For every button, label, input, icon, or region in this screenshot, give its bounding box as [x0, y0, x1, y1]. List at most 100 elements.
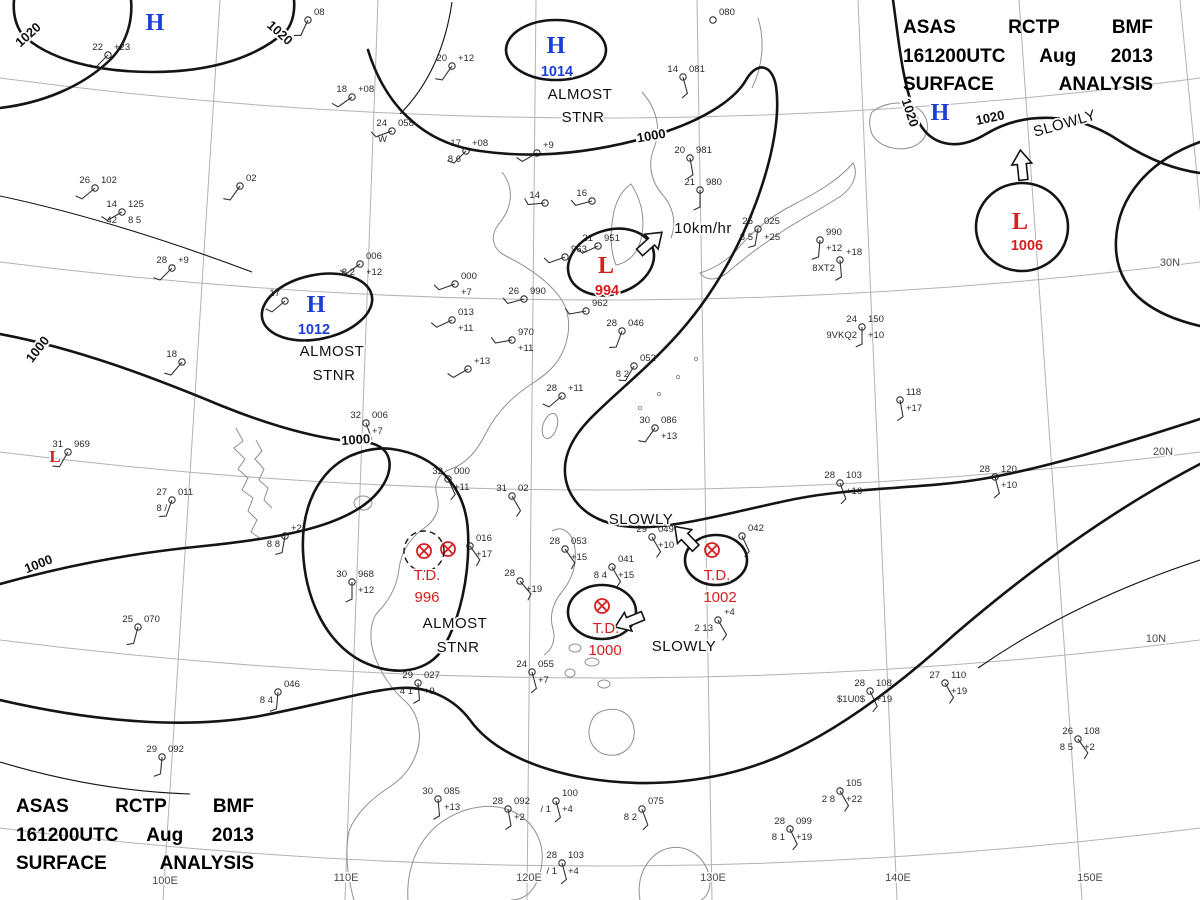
wind-barb	[993, 476, 1001, 499]
station-value: +12	[358, 585, 374, 596]
wind-barb	[638, 427, 656, 443]
wind-barb	[153, 756, 163, 777]
station-value: +18	[846, 247, 862, 258]
wind-barb	[693, 190, 701, 211]
station-value: 30	[336, 569, 347, 580]
station-plot: 28 108 $1U0$ +19	[837, 678, 892, 713]
coastline-ryukyu	[656, 391, 662, 397]
station-plot: 28 +9	[153, 255, 189, 281]
station-value: 8 5	[740, 232, 753, 243]
station-value: 962	[592, 298, 608, 309]
station-value: 4 1	[400, 686, 413, 697]
coastline-taiwan	[541, 412, 559, 440]
coastline-ne-asia	[641, 91, 675, 239]
isobar-high-1012	[260, 272, 374, 342]
station-value: +12	[826, 243, 842, 254]
station-value: 990	[826, 227, 842, 238]
station-plot: 22 +23	[89, 42, 130, 68]
station-plot: 29 049 +10	[636, 524, 674, 558]
title-block-bottom-left: ASAS RCTP BMF 161200UTC Aug 2013 SURFACE…	[16, 793, 254, 879]
annotation-text: ALMOST	[423, 615, 488, 632]
station-plot: 28 103 / 1 +4	[546, 850, 584, 885]
coastline-ph-island	[597, 679, 611, 689]
station-value: 22	[92, 42, 103, 53]
wind-barb	[265, 300, 286, 313]
td-label: T.D.	[704, 567, 731, 584]
station-value: +9	[178, 255, 189, 266]
station-value: 092	[514, 796, 530, 807]
station-plot: 08	[293, 7, 325, 36]
annotation-text: ALMOST	[548, 86, 613, 103]
station-value: 28	[504, 568, 515, 579]
pressure-center-value: 994	[595, 283, 619, 299]
station-value: 8 5	[1060, 742, 1073, 753]
tropical-depression-icon	[594, 598, 610, 614]
wind-barb	[576, 245, 599, 254]
station-plot: 20 981	[674, 145, 712, 180]
annotation-text: 10km/hr	[674, 220, 732, 237]
station-value: +7	[538, 675, 549, 686]
wind-barb	[811, 239, 821, 260]
station-value: 18	[166, 349, 177, 360]
chart-id: ASAS RCTP BMF	[16, 796, 254, 817]
station-value: 102	[101, 175, 117, 186]
station-plot: 105 2 8 +22	[822, 778, 862, 812]
station-value: 058	[398, 118, 414, 129]
wind-barb	[370, 130, 393, 138]
movement-arrow-td1000	[613, 610, 646, 633]
station-value: 052	[640, 353, 656, 364]
station-value: +19	[876, 694, 892, 705]
wind-barb	[789, 828, 798, 851]
isobar-td1002-closed	[683, 533, 749, 587]
annotation-text: STNR	[562, 109, 605, 126]
coastline-sakhalin	[751, 17, 763, 89]
station-plot: 013+11	[430, 307, 474, 334]
station-value: +23	[114, 42, 130, 53]
wind-barb	[447, 150, 467, 164]
station-value: +4	[724, 607, 735, 618]
station-value: 2 13	[695, 623, 714, 634]
station-value: 28	[492, 796, 503, 807]
pressure-center-letter: L	[1012, 209, 1028, 235]
station-value: +21	[291, 523, 307, 534]
lon-label: 150E	[1077, 872, 1103, 884]
annotation-text: SLOWLY	[1031, 107, 1098, 141]
station-value: 103	[568, 850, 584, 861]
station-value: +08	[358, 84, 374, 95]
station-value: 28	[549, 536, 560, 547]
wind-barb	[433, 798, 441, 820]
station-value: 28	[979, 464, 990, 475]
station-value: 000	[461, 271, 477, 282]
wind-barb	[944, 682, 955, 704]
pressure-center-letter: H	[931, 100, 950, 126]
station-plot: 100 / 1 +4	[540, 788, 578, 823]
station-value: 086	[661, 415, 677, 426]
grid-line	[1179, 0, 1200, 213]
wind-barb	[126, 626, 139, 646]
pressure-center-letter: H	[307, 292, 326, 318]
annotation-text: SLOWLY	[652, 638, 716, 655]
station-plot: 27 110 +19	[929, 670, 967, 704]
station-value: 011	[178, 487, 193, 498]
station-plot: 016+17	[466, 533, 492, 567]
td-dashed-circle	[403, 530, 445, 572]
station-plot: 990+12	[811, 227, 842, 260]
wind-barb	[293, 19, 309, 36]
station-value: 951	[604, 233, 620, 244]
lon-label: 110E	[334, 872, 359, 884]
wind-barb	[748, 228, 759, 249]
station-plot: 30 968 +12	[336, 569, 374, 603]
station-value: 8 4	[260, 695, 273, 706]
station-plot: 20 +12	[435, 53, 474, 81]
station-value: 32	[432, 466, 443, 477]
wind-barb	[542, 395, 563, 408]
coastline-ryukyu	[693, 356, 699, 362]
lon-label: 120E	[516, 872, 542, 884]
movement-arrow-10kmh	[635, 231, 663, 257]
wind-barb	[519, 580, 532, 601]
station-value: +12	[458, 53, 474, 64]
wind-barb	[564, 307, 587, 315]
coastline-ph-island	[564, 668, 576, 678]
grid-line	[1018, 0, 1083, 900]
station-value: +19	[526, 584, 542, 595]
